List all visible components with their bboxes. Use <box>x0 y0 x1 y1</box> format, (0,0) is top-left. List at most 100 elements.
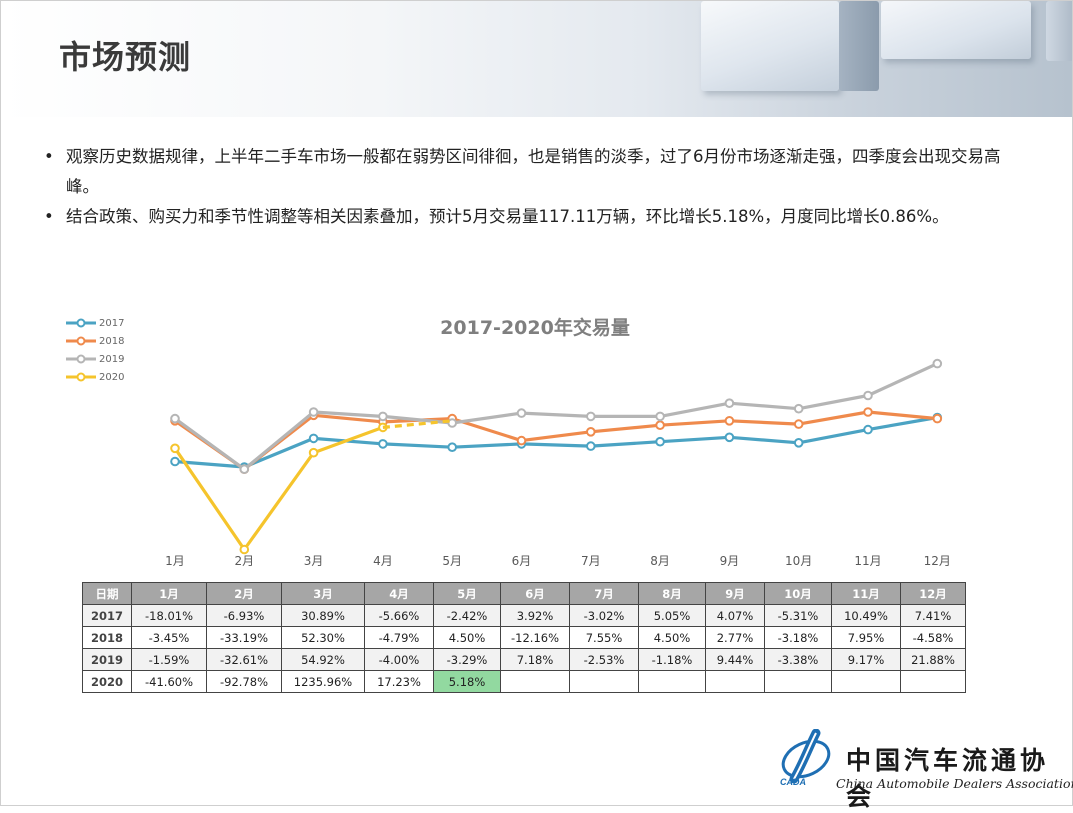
table-header-cell: 10月 <box>764 582 832 605</box>
table-cell: -6.93% <box>206 604 282 627</box>
bullet-dot-icon: • <box>44 147 54 166</box>
table-cell: -1.18% <box>638 648 706 671</box>
bullet-text: 结合政策、购买力和季节性调整等相关因素叠加，预计5月交易量117.11万辆，环比… <box>66 207 949 226</box>
table-cell: -2.42% <box>433 604 501 627</box>
table-row-header: 2018 <box>82 626 132 649</box>
table-header-cell: 9月 <box>705 582 765 605</box>
table-cell <box>900 670 966 693</box>
table-cell: 4.50% <box>433 626 501 649</box>
table-row-header: 2019 <box>82 648 132 671</box>
cada-logo-icon <box>781 729 831 784</box>
table-cell <box>569 670 639 693</box>
table-row: 2019 -1.59% -32.61% 54.92% -4.00% -3.29% 7.18%… <box>82 648 966 671</box>
table-cell: 3.92% <box>500 604 570 627</box>
table-cell: -33.19% <box>206 626 282 649</box>
table-cell: 30.89% <box>281 604 365 627</box>
table-cell: 52.30% <box>281 626 365 649</box>
legend-item-2020: 2020 <box>66 368 124 386</box>
legend-item-2019: 2019 <box>66 350 124 368</box>
table-cell: -2.53% <box>569 648 639 671</box>
table-cell: 10.49% <box>831 604 901 627</box>
header-banner <box>1 1 1072 117</box>
x-tick-label: 11月 <box>854 554 882 568</box>
table-cell: 21.88% <box>900 648 966 671</box>
table-cell: 7.95% <box>831 626 901 649</box>
table-cell: -1.59% <box>131 648 207 671</box>
table-cell: -3.29% <box>433 648 501 671</box>
bullet-text: 观察历史数据规律，上半年二手车市场一般都在弱势区间徘徊，也是销售的淡季，过了6月… <box>66 147 1001 196</box>
table-cell <box>500 670 570 693</box>
table-row-header: 2020 <box>82 670 132 693</box>
table-header-cell: 4月 <box>364 582 434 605</box>
table-row: 2020 -41.60% -92.78% 1235.96% 17.23% 5.18% <box>82 670 966 693</box>
table-cell: -3.02% <box>569 604 639 627</box>
bullet-item: • 结合政策、购买力和季节性调整等相关因素叠加，预计5月交易量117.11万辆，… <box>44 202 1004 232</box>
x-tick-label: 12月 <box>923 554 951 568</box>
table-row: 2017 -18.01% -6.93% 30.89% -5.66% -2.42% 3.92%… <box>82 604 966 627</box>
legend-label: 2020 <box>99 371 125 383</box>
x-tick-label: 2月 <box>234 554 255 568</box>
table-cell: 7.41% <box>900 604 966 627</box>
table-header-cell: 2月 <box>206 582 282 605</box>
x-tick-label: 5月 <box>442 554 462 568</box>
logo-english-text: China Automobile Dealers Association <box>836 776 1073 791</box>
x-tick-label: 3月 <box>303 554 324 568</box>
table-cell: 5.18% <box>433 670 501 693</box>
table-cell <box>831 670 901 693</box>
table-cell: -41.60% <box>131 670 207 693</box>
x-tick-label: 10月 <box>785 554 813 568</box>
logo-abbr: CADA <box>780 777 806 787</box>
table-cell: -3.38% <box>764 648 832 671</box>
table-cell: 17.23% <box>364 670 434 693</box>
mom-growth-table: 日期 1月 2月 3月 4月 5月 6月 7月 8月 9月 10月 11月 12月 2017 -18.01… <box>82 582 966 693</box>
legend-item-2017: 2017 <box>66 314 124 332</box>
table-cell: 5.05% <box>638 604 706 627</box>
page-title: 市场预测 <box>59 38 192 76</box>
legend-label: 2018 <box>99 335 125 347</box>
x-tick-label: 9月 <box>719 554 740 568</box>
table-cell: -32.61% <box>206 648 282 671</box>
table-cell: -4.00% <box>364 648 434 671</box>
table-cell: -5.31% <box>764 604 832 627</box>
table-cell: 2.77% <box>705 626 765 649</box>
legend-label: 2019 <box>99 353 125 365</box>
table-header-cell: 日期 <box>82 582 132 605</box>
x-tick-label: 1月 <box>165 554 185 568</box>
legend-marker-icon <box>66 372 96 382</box>
table-header-cell: 6月 <box>500 582 570 605</box>
table-cell: 7.18% <box>500 648 570 671</box>
chart-legend: 2017 2018 2019 2020 <box>66 314 124 386</box>
legend-marker-icon <box>66 318 96 328</box>
table-row: 2018 -3.45% -33.19% 52.30% -4.79% 4.50% -12.16… <box>82 626 966 649</box>
cada-logo: 中国汽车流通协会 China Automobile Dealers Associ… <box>778 725 1073 811</box>
table-cell: 4.50% <box>638 626 706 649</box>
decorative-cube <box>881 1 1031 59</box>
table-cell: -4.58% <box>900 626 966 649</box>
legend-label: 2017 <box>99 317 125 329</box>
decorative-cube <box>701 1 839 91</box>
x-tick-label: 6月 <box>511 554 532 568</box>
table-cell: -4.79% <box>364 626 434 649</box>
table-header-row: 日期 1月 2月 3月 4月 5月 6月 7月 8月 9月 10月 11月 12月 <box>82 582 966 605</box>
table-row-header: 2017 <box>82 604 132 627</box>
decorative-cube <box>1046 1 1072 61</box>
x-tick-label: 7月 <box>580 554 601 568</box>
decorative-cube-side <box>839 1 879 91</box>
logo-chinese-text: 中国汽车流通协会 <box>846 746 1050 811</box>
bullet-list: • 观察历史数据规律，上半年二手车市场一般都在弱势区间徘徊，也是销售的淡季，过了… <box>44 142 1004 232</box>
table-cell: -92.78% <box>206 670 282 693</box>
table-header-cell: 3月 <box>281 582 365 605</box>
table-cell: -12.16% <box>500 626 570 649</box>
table-header-cell: 1月 <box>131 582 207 605</box>
x-tick-label: 4月 <box>373 554 393 568</box>
table-cell: 9.44% <box>705 648 765 671</box>
table-cell <box>764 670 832 693</box>
table-cell: -3.18% <box>764 626 832 649</box>
chart-title: 2017-2020年交易量 <box>440 317 630 339</box>
table-cell: -5.66% <box>364 604 434 627</box>
table-cell: 1235.96% <box>281 670 365 693</box>
table-cell <box>638 670 706 693</box>
table-header-cell: 7月 <box>569 582 639 605</box>
table-header-cell: 12月 <box>900 582 966 605</box>
legend-marker-icon <box>66 336 96 346</box>
